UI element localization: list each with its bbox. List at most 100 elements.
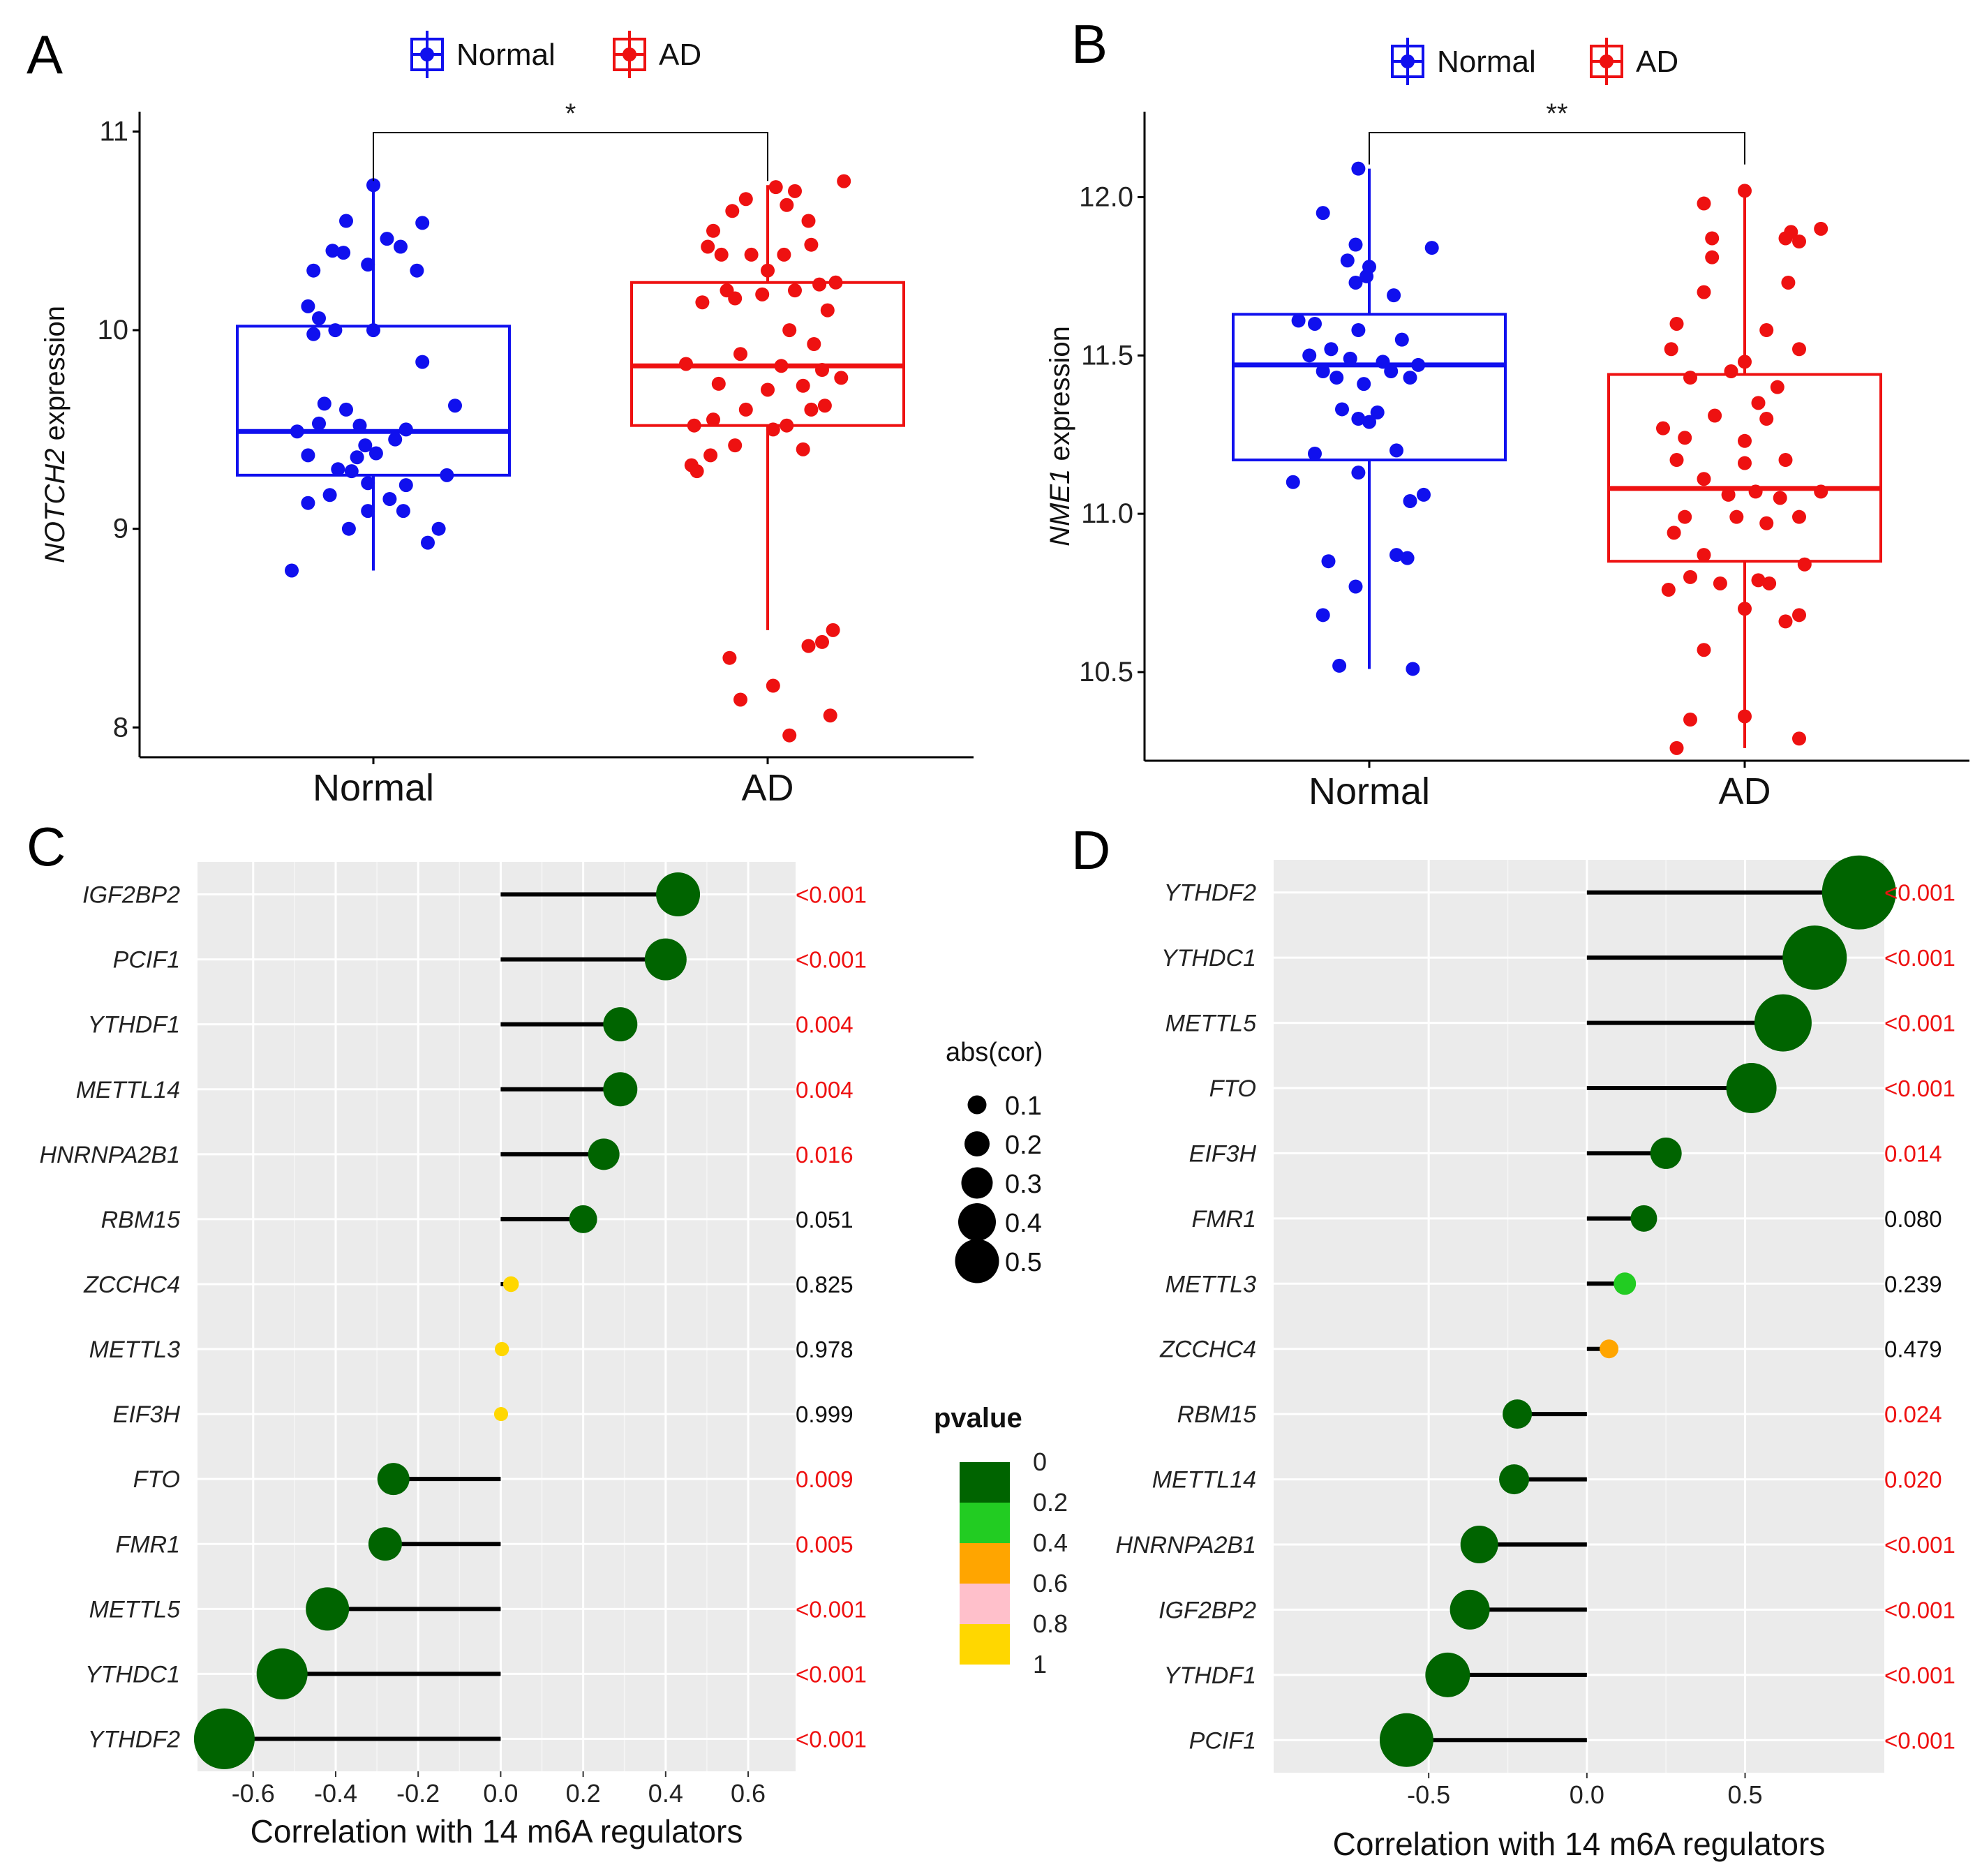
data-point <box>366 323 380 338</box>
lollipop-row-ythdf1: YTHDF1 0.004 <box>88 1007 854 1042</box>
data-point <box>1664 342 1678 357</box>
gene-label: FTO <box>133 1466 180 1493</box>
y-tick-label: 10 <box>98 315 129 345</box>
legend-item-normal: Normal <box>1391 38 1536 85</box>
lollipop-row-ythdf2: YTHDF2 <0.001 <box>88 1708 867 1769</box>
gene-label: FTO <box>1209 1075 1256 1102</box>
data-point <box>1324 342 1339 357</box>
lollipop-point <box>1726 1063 1777 1113</box>
pvalue-legend-label: 0.8 <box>1033 1609 1068 1638</box>
lollipop-point <box>603 1007 638 1042</box>
data-point <box>722 650 737 665</box>
lollipop-row-mettl5: METTL5 <0.001 <box>1165 994 1955 1052</box>
data-point <box>317 396 331 411</box>
legend-label: Normal <box>1437 45 1536 79</box>
gene-label: METTL14 <box>76 1077 180 1103</box>
legend-item-ad: AD <box>613 31 701 78</box>
data-point <box>1797 557 1812 572</box>
data-point <box>706 223 720 238</box>
y-tick-label: 12.0 <box>1079 181 1133 212</box>
data-point <box>301 448 315 463</box>
lollipop-point <box>588 1138 620 1170</box>
data-point <box>1778 614 1793 629</box>
data-point <box>1770 380 1784 394</box>
x-tick-label: 0.5 <box>1727 1780 1762 1809</box>
lollipop-row-fmr1: FMR1 0.005 <box>115 1527 854 1561</box>
data-point <box>312 311 326 325</box>
p-value-label: <0.001 <box>796 1726 867 1752</box>
data-point <box>1778 231 1793 246</box>
data-point <box>1291 313 1306 328</box>
data-point <box>1362 415 1376 429</box>
data-point <box>1748 484 1763 499</box>
data-point <box>366 178 380 193</box>
data-point <box>410 263 424 278</box>
p-value-label: <0.001 <box>1884 945 1955 971</box>
data-point <box>815 363 829 377</box>
pvalue-legend: pvalue 0 0.2 0.4 0.6 0.8 1 <box>934 1403 1068 1678</box>
panel-letter: D <box>1071 819 1110 881</box>
data-point <box>301 299 315 313</box>
p-value-label: 0.016 <box>796 1142 854 1168</box>
iqr-box <box>1232 313 1507 462</box>
lollipop-point <box>1754 994 1812 1052</box>
p-value-label: 0.978 <box>796 1337 854 1362</box>
data-point <box>1348 275 1363 290</box>
data-point <box>766 678 780 693</box>
data-point <box>728 438 743 453</box>
lollipop-row-rbm15: RBM15 0.051 <box>101 1205 854 1233</box>
x-tick-label: Normal <box>1309 770 1430 812</box>
bracket-line <box>373 132 768 181</box>
data-point <box>812 277 827 292</box>
lollipop-point <box>256 1648 308 1699</box>
gene-label: YTHDF2 <box>88 1726 180 1752</box>
data-point <box>780 418 794 433</box>
p-value-label: 0.825 <box>796 1272 854 1297</box>
panel-letter: C <box>27 816 66 877</box>
gene-label: RBM15 <box>101 1207 180 1233</box>
x-tick-label: 0.4 <box>648 1779 683 1808</box>
data-point <box>1792 608 1806 623</box>
panel-letter: A <box>27 24 63 85</box>
box-ad <box>1607 184 1882 755</box>
data-point <box>703 448 718 463</box>
p-value-label: 0.080 <box>1884 1206 1942 1232</box>
data-point <box>361 476 375 491</box>
data-point <box>380 232 394 246</box>
data-point <box>368 446 383 461</box>
data-point <box>701 239 715 254</box>
pvalue-legend-swatch <box>960 1584 1010 1624</box>
x-tick-label: 0.0 <box>483 1779 518 1808</box>
data-point <box>774 359 789 373</box>
data-point <box>1792 731 1806 746</box>
data-point <box>1781 275 1796 290</box>
gene-label: YTHDF1 <box>1164 1662 1256 1689</box>
gene-label: PCIF1 <box>113 947 180 974</box>
data-point <box>1351 323 1366 338</box>
gene-label: YTHDC1 <box>85 1661 180 1688</box>
data-point <box>828 275 843 290</box>
pvalue-legend-swatch <box>960 1543 1010 1584</box>
data-point <box>1738 602 1752 616</box>
data-point <box>780 198 794 212</box>
data-point <box>1321 554 1336 569</box>
gene-label: ZCCHC4 <box>83 1272 180 1298</box>
lollipop-point <box>193 1708 255 1769</box>
y-tick-label: 8 <box>113 712 128 743</box>
data-point <box>306 263 321 278</box>
lollipop-point <box>1379 1713 1433 1767</box>
lollipop-row-ythdf2: YTHDF2 <0.001 <box>1164 855 1955 930</box>
x-axis-label: Correlation with 14 m6A regulators <box>251 1813 743 1849</box>
box-normal <box>1232 161 1507 676</box>
data-point <box>398 478 413 493</box>
lollipop-row-ythdc1: YTHDC1 <0.001 <box>85 1648 867 1699</box>
lollipop-point <box>603 1072 638 1107</box>
data-point <box>1792 234 1806 248</box>
data-point <box>837 174 851 188</box>
legend-item-ad: AD <box>1590 38 1678 85</box>
significance-bracket: * <box>373 98 768 181</box>
y-tick-label: 10.5 <box>1079 657 1133 687</box>
data-point <box>728 291 743 306</box>
gene-label: HNRNPA2B1 <box>39 1142 180 1168</box>
data-point <box>820 303 835 318</box>
